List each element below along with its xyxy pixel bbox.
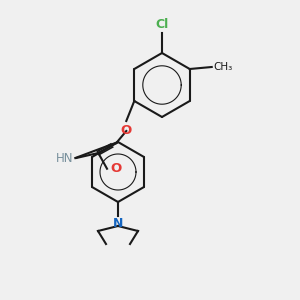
Text: HN: HN	[56, 152, 73, 164]
Text: CH₃: CH₃	[214, 62, 233, 72]
Text: N: N	[113, 217, 123, 230]
Text: O: O	[121, 124, 132, 137]
Text: Cl: Cl	[155, 18, 169, 31]
Text: O: O	[110, 162, 121, 175]
